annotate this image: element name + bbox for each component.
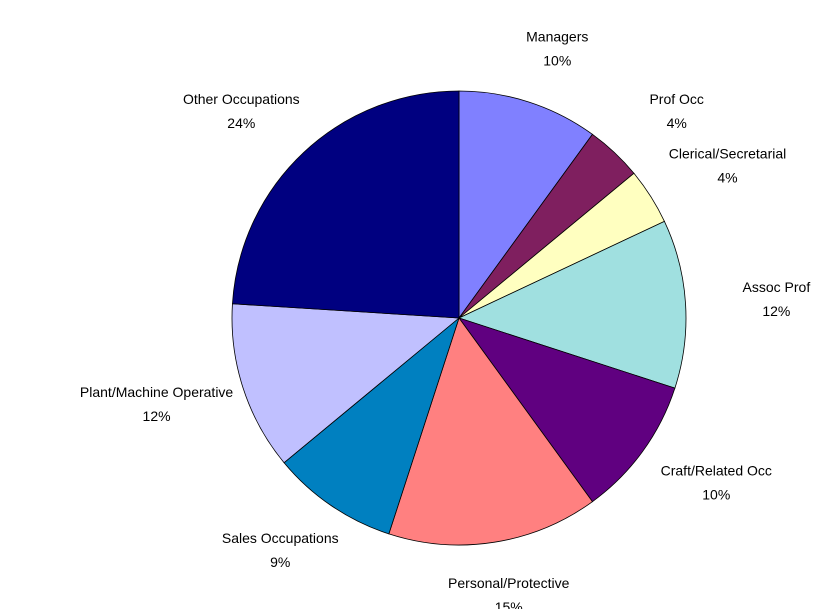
slice-value-label: 4% xyxy=(667,115,687,131)
slice-label: Personal/Protective xyxy=(448,575,570,591)
slice-label: Sales Occupations xyxy=(222,530,339,546)
slice-label: Craft/Related Occ xyxy=(661,462,772,478)
slice-label: Prof Occ xyxy=(649,91,703,107)
pie-slice xyxy=(457,220,687,389)
slice-value-label: 4% xyxy=(717,170,737,186)
slice-value-label: 10% xyxy=(543,53,571,69)
slice-value-label: 15% xyxy=(495,599,523,609)
slice-value-label: 9% xyxy=(270,554,290,570)
pie-slice xyxy=(231,303,461,464)
pie-slice xyxy=(457,317,676,503)
pie-slice xyxy=(458,90,593,320)
slice-value-label: 12% xyxy=(762,303,790,319)
slice-label: Managers xyxy=(526,29,588,45)
slice-value-label: 10% xyxy=(702,486,730,502)
pie-slice xyxy=(388,317,593,546)
slice-value-label: 12% xyxy=(143,408,171,424)
pie-slice xyxy=(283,316,460,535)
slice-label: Plant/Machine Operative xyxy=(80,384,234,400)
slice-value-label: 24% xyxy=(227,115,255,131)
slice-label: Other Occupations xyxy=(183,91,300,107)
pie-slice xyxy=(232,90,460,319)
slice-label: Clerical/Secretarial xyxy=(669,146,786,162)
slice-label: Assoc Prof xyxy=(743,279,811,295)
